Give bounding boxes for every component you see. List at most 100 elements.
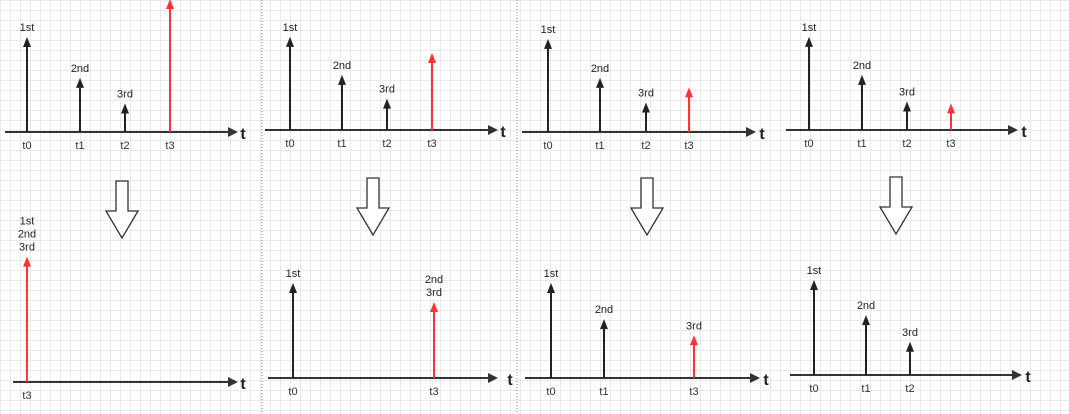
- tick-label: t1: [595, 140, 604, 152]
- axis-arrowhead: [1012, 370, 1022, 380]
- impulse-label: 2nd: [333, 60, 351, 72]
- impulse-label: 1st: [541, 24, 556, 36]
- impulse-label: 3rd: [379, 84, 395, 96]
- impulse-label: 2nd: [71, 63, 89, 75]
- impulse-label: 1st: [20, 22, 35, 34]
- impulse: 2nd: [591, 63, 609, 132]
- impulse: 3rd: [638, 88, 654, 132]
- tick-label: t0: [809, 383, 818, 395]
- tick-label: t0: [804, 138, 813, 150]
- axis-label-t: t: [240, 376, 246, 393]
- axis-label-t: t: [1021, 124, 1027, 141]
- impulse-label: 2nd: [853, 60, 871, 72]
- axis-arrowhead: [750, 373, 760, 383]
- tick-label: t2: [902, 138, 911, 150]
- impulse-label: 2nd: [591, 63, 609, 75]
- impulse: 1st: [541, 24, 556, 132]
- tick-label: t2: [905, 383, 914, 395]
- impulse-highlight: [428, 53, 436, 130]
- tick-label: t3: [427, 138, 436, 150]
- impulse-label: 1st: [283, 22, 298, 34]
- transform-down-arrow: [355, 177, 391, 237]
- panel-4-bottom-row: t t0 t1 t2 1st 2nd 3rd: [790, 265, 1031, 395]
- impulse-label: 1st 2nd 3rd: [18, 216, 36, 254]
- impulse-label: 1st: [802, 22, 817, 34]
- panel-1-top-row: t t0 t1 t2 t3 1st 2nd 3rd: [5, 0, 246, 152]
- tick-label: t3: [429, 386, 438, 398]
- impulse-highlight: [947, 103, 955, 130]
- tick-label: t3: [684, 140, 693, 152]
- transform-down-arrow: [629, 177, 665, 237]
- impulse: 1st: [807, 265, 822, 375]
- axis-label-t: t: [763, 372, 769, 389]
- impulse-label: 3rd: [899, 87, 915, 99]
- impulse: 2nd: [71, 63, 89, 132]
- impulse-label: 1st: [807, 265, 822, 277]
- tick-label: t3: [22, 390, 31, 402]
- panel-3-bottom-row: t t0 t1 t3 1st 2nd 3rd: [525, 268, 769, 398]
- transform-down-arrow: [878, 176, 914, 236]
- axis-label-t: t: [500, 124, 506, 141]
- panel-4-top-row: t t0 t1 t2 t3 1st 2nd 3rd: [786, 22, 1027, 150]
- impulse: 2nd: [857, 300, 875, 375]
- impulse: 1st: [283, 22, 298, 130]
- tick-label: t2: [641, 140, 650, 152]
- impulse-label: 1st: [286, 268, 301, 280]
- impulse-label: 1st: [544, 268, 559, 280]
- tick-label: t3: [946, 138, 955, 150]
- impulse-label: 3rd: [638, 88, 654, 100]
- tick-label: t3: [165, 140, 174, 152]
- impulse: 2nd: [595, 304, 613, 378]
- tick-label: t0: [22, 140, 31, 152]
- tick-label: t1: [857, 138, 866, 150]
- tick-label: t0: [546, 386, 555, 398]
- axis-arrowhead: [228, 127, 238, 137]
- axis-arrowhead: [746, 127, 756, 137]
- tick-label: t1: [599, 386, 608, 398]
- impulse: 2nd: [853, 60, 871, 130]
- impulse: 1st: [20, 22, 35, 132]
- tick-label: t1: [861, 383, 870, 395]
- tick-label: t0: [288, 386, 297, 398]
- tick-label: t0: [543, 140, 552, 152]
- axis-label-t: t: [1025, 369, 1031, 386]
- axis-arrowhead: [488, 125, 498, 135]
- axis-label-t: t: [759, 126, 765, 143]
- impulse: 3rd: [117, 89, 133, 132]
- panel-3: t t0 t1 t2 t3 1st 2nd 3rd t t0 t1 t3 1st 2nd 3rd: [522, 24, 769, 398]
- impulse-highlight: [166, 0, 174, 132]
- panel-2-bottom-row: t t0 t3 1st 2nd 3rd: [268, 268, 513, 398]
- impulse-label: 2nd: [595, 304, 613, 316]
- impulse-label: 3rd: [117, 89, 133, 101]
- axis-label-t: t: [507, 372, 513, 389]
- axis-arrowhead: [228, 377, 238, 387]
- impulse-highlight: 3rd: [686, 320, 702, 378]
- impulse: 3rd: [902, 327, 918, 375]
- impulse-label: 3rd: [902, 327, 918, 339]
- tick-label: t0: [285, 138, 294, 150]
- transform-down-arrow: [104, 180, 140, 240]
- panel-1-bottom-row: t t3 1st 2nd 3rd: [13, 216, 246, 402]
- axis-label-t: t: [240, 126, 246, 143]
- tick-label: t1: [75, 140, 84, 152]
- impulse: 1st: [802, 22, 817, 130]
- impulse-highlight: [685, 87, 693, 132]
- impulse: 3rd: [379, 84, 395, 130]
- tick-label: t2: [120, 140, 129, 152]
- panel-3-top-row: t t0 t1 t2 t3 1st 2nd 3rd: [522, 24, 765, 152]
- impulse-highlight: 2nd 3rd: [425, 274, 443, 378]
- tick-label: t3: [689, 386, 698, 398]
- panel-2-top-row: t t0 t1 t2 t3 1st 2nd 3rd: [265, 22, 506, 150]
- impulse: 2nd: [333, 60, 351, 130]
- impulse-highlight: 1st 2nd 3rd: [18, 216, 36, 382]
- impulse-label: 2nd: [857, 300, 875, 312]
- tick-label: t2: [382, 138, 391, 150]
- tick-label: t1: [337, 138, 346, 150]
- axis-arrowhead: [488, 373, 498, 383]
- impulse: 1st: [286, 268, 301, 378]
- impulse: 1st: [544, 268, 559, 378]
- axis-arrowhead: [1008, 125, 1018, 135]
